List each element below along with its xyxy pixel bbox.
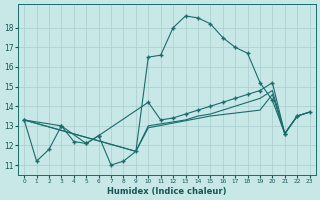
X-axis label: Humidex (Indice chaleur): Humidex (Indice chaleur) [107,187,227,196]
